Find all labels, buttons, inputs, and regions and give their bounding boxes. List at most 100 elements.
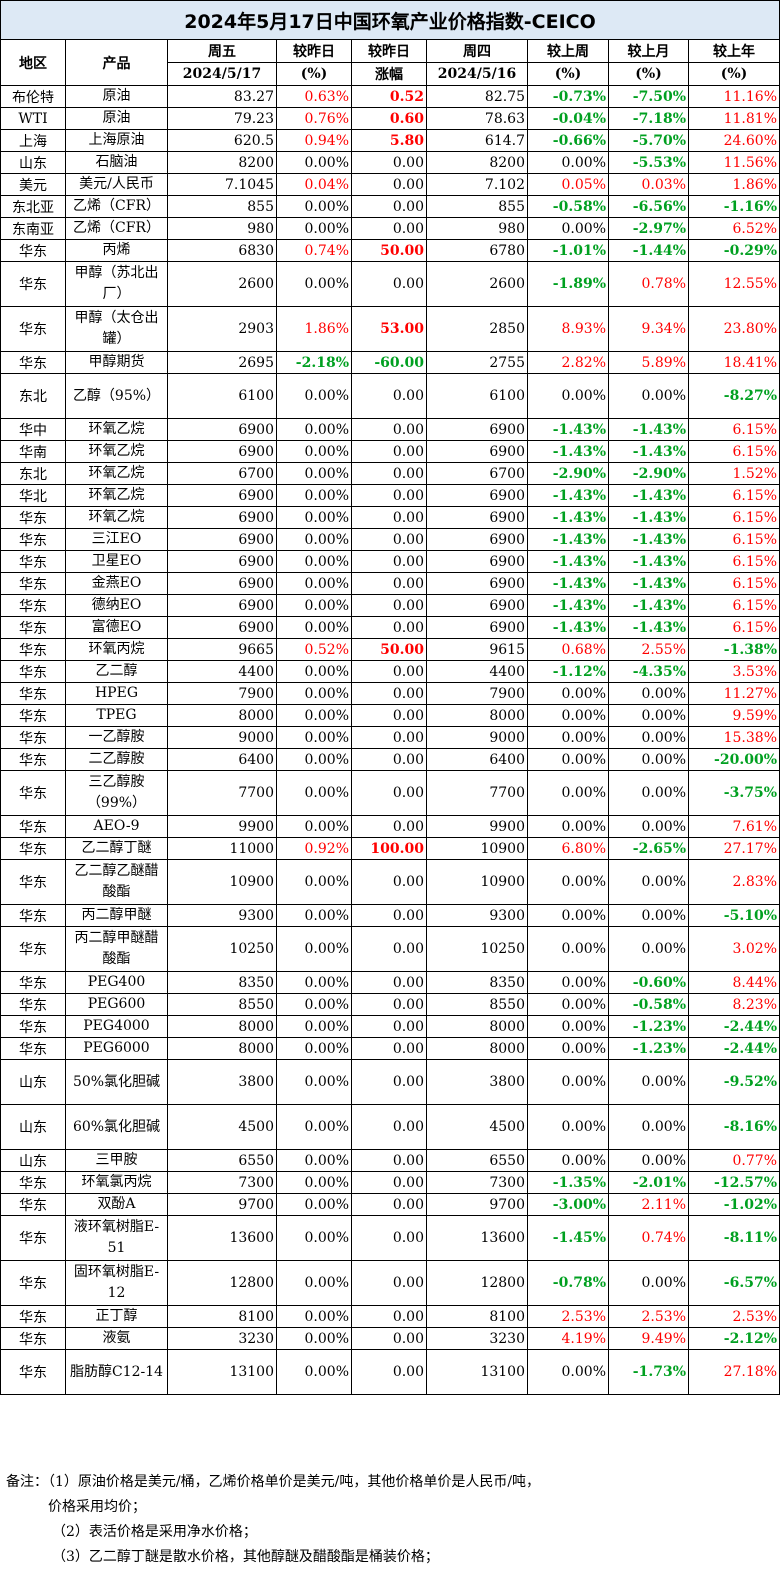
cell-mom: -1.43% xyxy=(608,616,689,639)
cell-thu: 6900 xyxy=(426,506,528,529)
cell-product: 环氧乙烷 xyxy=(65,506,168,529)
table-row: 华东 卫星EO 6900 0.00% 0.00 6900 -1.43% -1.43% 6.15% xyxy=(0,550,780,573)
cell-fri: 6100 xyxy=(167,373,277,419)
cell-wow: 0.00% xyxy=(527,971,609,994)
cell-yoy: 6.15% xyxy=(688,572,780,595)
cell-fri: 6830 xyxy=(167,239,277,262)
cell-dod-abs: 0.00 xyxy=(351,1015,427,1038)
cell-dod-pct: 0.00% xyxy=(276,1215,352,1261)
cell-dod-pct: 0.94% xyxy=(276,129,352,152)
cell-dod-abs: 0.00 xyxy=(351,1305,427,1328)
cell-dod-pct: 0.00% xyxy=(276,261,352,307)
cell-region: 华东 xyxy=(0,306,66,352)
cell-wow: -1.43% xyxy=(527,616,609,639)
cell-yoy: 23.80% xyxy=(688,306,780,352)
table-row: 华东 甲醇（苏北出厂） 2600 0.00% 0.00 2600 -1.89% 0.78% 12… xyxy=(0,261,780,307)
cell-yoy: -1.02% xyxy=(688,1193,780,1216)
cell-mom: -7.50% xyxy=(608,85,689,108)
cell-fri: 6900 xyxy=(167,418,277,441)
cell-region: 华东 xyxy=(0,971,66,994)
cell-dod-abs: 0.00 xyxy=(351,462,427,485)
cell-region: 华东 xyxy=(0,904,66,927)
cell-thu: 7300 xyxy=(426,1171,528,1194)
cell-dod-pct: 0.00% xyxy=(276,462,352,485)
cell-fri: 79.23 xyxy=(167,107,277,130)
cell-region: 华东 xyxy=(0,1349,66,1395)
cell-mom: 0.00% xyxy=(608,726,689,749)
cell-product: 固环氧树脂E-12 xyxy=(65,1260,168,1306)
cell-fri: 9300 xyxy=(167,904,277,927)
cell-yoy: -6.57% xyxy=(688,1260,780,1306)
cell-dod-pct: 0.00% xyxy=(276,971,352,994)
cell-mom: -5.53% xyxy=(608,151,689,174)
cell-dod-abs: 0.00 xyxy=(351,572,427,595)
table-row: WTI 原油 79.23 0.76% 0.60 78.63 -0.04% -7.18% 11.8… xyxy=(0,107,780,130)
cell-dod-pct: 0.00% xyxy=(276,217,352,240)
cell-yoy: -8.16% xyxy=(688,1104,780,1150)
cell-dod-abs: 0.00 xyxy=(351,1037,427,1060)
cell-wow: 0.00% xyxy=(527,926,609,972)
cell-mom: 0.74% xyxy=(608,1215,689,1261)
note-line-4: （3）乙二醇丁醚是散水价格，其他醇醚及醋酸酯是桶装价格； xyxy=(52,1549,439,1565)
cell-mom: 2.55% xyxy=(608,638,689,661)
cell-fri: 6900 xyxy=(167,506,277,529)
cell-wow: -0.58% xyxy=(527,195,609,218)
cell-yoy: 18.41% xyxy=(688,351,780,374)
cell-dod-abs: 0.00 xyxy=(351,926,427,972)
cell-thu: 9615 xyxy=(426,638,528,661)
cell-product: PEG6000 xyxy=(65,1037,168,1060)
cell-yoy: 6.52% xyxy=(688,217,780,240)
cell-yoy: 6.15% xyxy=(688,440,780,463)
cell-dod-abs: 0.00 xyxy=(351,904,427,927)
cell-fri: 10250 xyxy=(167,926,277,972)
cell-product: 富德EO xyxy=(65,616,168,639)
cell-region: 华南 xyxy=(0,440,66,463)
cell-yoy: 11.56% xyxy=(688,151,780,174)
cell-region: 华东 xyxy=(0,261,66,307)
cell-yoy: 11.81% xyxy=(688,107,780,130)
cell-yoy: 2.83% xyxy=(688,859,780,905)
cell-yoy: 3.02% xyxy=(688,926,780,972)
table-row: 华东 脂肪醇C12-14 13100 0.00% 0.00 13100 0.00% -1.73… xyxy=(0,1349,780,1395)
cell-mom: 0.00% xyxy=(608,770,689,816)
cell-yoy: 11.27% xyxy=(688,682,780,705)
cell-yoy: -2.12% xyxy=(688,1327,780,1350)
cell-dod-abs: 0.00 xyxy=(351,594,427,617)
cell-dod-abs: 0.00 xyxy=(351,217,427,240)
header-thu-date: 2024/5/16 xyxy=(426,62,528,86)
cell-fri: 8550 xyxy=(167,993,277,1016)
cell-region: 华东 xyxy=(0,572,66,595)
cell-dod-abs: 0.00 xyxy=(351,971,427,994)
cell-dod-pct: 0.74% xyxy=(276,239,352,262)
cell-yoy: 15.38% xyxy=(688,726,780,749)
cell-wow: -3.00% xyxy=(527,1193,609,1216)
cell-mom: -1.43% xyxy=(608,550,689,573)
cell-fri: 13100 xyxy=(167,1349,277,1395)
cell-dod-abs: 0.00 xyxy=(351,1349,427,1395)
cell-thu: 980 xyxy=(426,217,528,240)
cell-thu: 6900 xyxy=(426,528,528,551)
cell-mom: 0.00% xyxy=(608,748,689,771)
cell-dod-abs: 0.00 xyxy=(351,1059,427,1105)
price-table: 2024年5月17日中国环氧产业价格指数-CEICO 地区 产品 周五 较昨日 … xyxy=(0,0,780,1395)
cell-mom: -1.73% xyxy=(608,1349,689,1395)
cell-dod-pct: 0.00% xyxy=(276,1149,352,1172)
cell-fri: 9665 xyxy=(167,638,277,661)
cell-mom: -1.23% xyxy=(608,1037,689,1060)
cell-wow: -1.43% xyxy=(527,572,609,595)
cell-wow: 0.00% xyxy=(527,1149,609,1172)
cell-dod-pct: 0.00% xyxy=(276,440,352,463)
cell-wow: 2.82% xyxy=(527,351,609,374)
table-row: 山东 60%氯化胆碱 4500 0.00% 0.00 4500 0.00% 0.00% -8.1… xyxy=(0,1104,780,1150)
cell-wow: -1.89% xyxy=(527,261,609,307)
cell-product: 原油 xyxy=(65,85,168,108)
cell-fri: 12800 xyxy=(167,1260,277,1306)
cell-mom: 0.00% xyxy=(608,1104,689,1150)
cell-wow: 0.00% xyxy=(527,770,609,816)
cell-wow: -1.12% xyxy=(527,660,609,683)
cell-dod-pct: 0.00% xyxy=(276,1037,352,1060)
cell-wow: 0.00% xyxy=(527,704,609,727)
cell-yoy: 27.17% xyxy=(688,837,780,860)
table-row: 华东 一乙醇胺 9000 0.00% 0.00 9000 0.00% 0.00% 15.38% xyxy=(0,726,780,749)
cell-dod-pct: 0.00% xyxy=(276,1349,352,1395)
